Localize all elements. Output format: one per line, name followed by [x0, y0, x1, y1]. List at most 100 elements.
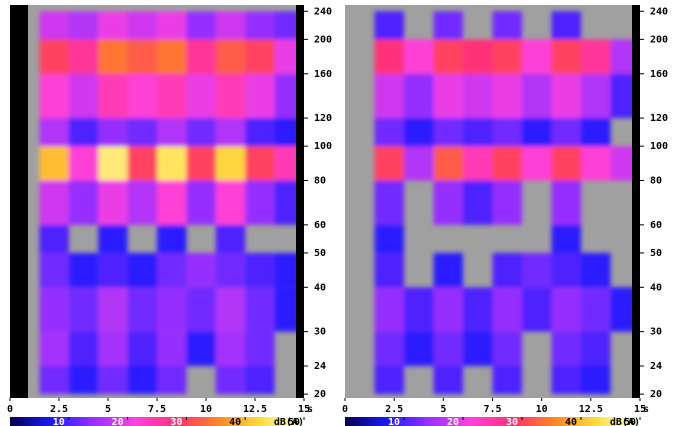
heatmap-cell	[127, 180, 157, 225]
y-tick-label: 80	[314, 176, 326, 187]
heatmap-cell	[215, 11, 246, 40]
heatmap-cell	[98, 331, 128, 367]
heatmap-cell	[492, 287, 522, 332]
heatmap-cell	[522, 118, 552, 147]
heatmap-cell	[127, 118, 157, 147]
heatmap-cell	[245, 118, 275, 147]
heatmap-cell	[374, 366, 404, 395]
heatmap-cell	[551, 39, 581, 74]
heatmap-cell	[215, 39, 246, 74]
y-tick-label: 60	[650, 220, 662, 231]
heatmap-cell	[39, 287, 69, 332]
heatmap-cell	[522, 73, 552, 119]
y-tick-label: 240	[314, 6, 332, 17]
heatmap-cell	[215, 331, 246, 367]
heatmap-cell	[215, 252, 246, 288]
heatmap-cell	[551, 287, 581, 332]
heatmap-cell	[433, 287, 463, 332]
heatmap-cell	[581, 73, 611, 119]
heatmap-cell	[68, 287, 99, 332]
heatmap-cell	[215, 180, 246, 225]
heatmap-cell	[39, 39, 69, 74]
heatmap-cell	[522, 252, 552, 288]
heatmap-cell	[215, 224, 246, 253]
heatmap-cell	[581, 146, 611, 181]
heatmap-cell	[68, 118, 99, 147]
heatmap-cell	[186, 11, 216, 40]
heatmap-cell	[127, 73, 157, 119]
y-tick-label: 120	[650, 113, 668, 124]
x-tick-label: 15	[298, 404, 310, 415]
heatmap-cell	[68, 146, 99, 181]
heatmap-cell	[374, 287, 404, 332]
heatmap-cell	[433, 118, 463, 147]
heatmap-cell	[98, 11, 128, 40]
heatmap-cell	[68, 73, 99, 119]
x-tick-label: 7.5	[148, 404, 166, 415]
heatmap-cell	[463, 287, 493, 332]
x-tick-label: 5	[440, 404, 446, 415]
colorbar-tick-label: 20	[112, 417, 124, 426]
colorbar-tick-label: 20	[447, 417, 459, 426]
heatmap-cell	[581, 118, 611, 147]
x-tick-label: 2.5	[50, 404, 68, 415]
heatmap-cell	[404, 146, 434, 181]
heatmap-cell	[127, 331, 157, 367]
colorbar	[10, 417, 304, 426]
heatmap-cell	[39, 118, 69, 147]
no-data-strip	[632, 5, 640, 398]
x-tick-label: 15	[634, 404, 646, 415]
heatmap-cell	[68, 331, 99, 367]
heatmap-cell	[581, 331, 611, 367]
heatmap-cell	[374, 224, 404, 253]
y-tick-label: 100	[650, 141, 668, 152]
heatmap-cell	[404, 118, 434, 147]
y-tick-label: 200	[314, 34, 332, 45]
heatmap-cell	[157, 331, 187, 367]
heatmap-cell	[463, 73, 493, 119]
heatmap-cell	[186, 331, 216, 367]
x-tick-label: 10	[536, 404, 548, 415]
heatmap-cell	[39, 366, 69, 395]
y-tick-label: 40	[650, 282, 662, 293]
heatmap-cell	[581, 366, 611, 395]
heatmap-cell	[433, 180, 463, 225]
heatmap-cell	[374, 146, 404, 181]
heatmap-cell	[98, 287, 128, 332]
heatmap-cell	[39, 252, 69, 288]
heatmap-cell	[127, 11, 157, 40]
heatmap-cell	[68, 252, 99, 288]
heatmap-cell	[551, 252, 581, 288]
x-axis-label: s	[307, 404, 313, 415]
x-tick-label: 7.5	[483, 404, 501, 415]
colorbar-tick-label: 30	[506, 417, 518, 426]
colorbar-tick-label: 50	[624, 417, 636, 426]
heatmap-cell	[245, 366, 275, 395]
x-tick-label: 5	[105, 404, 111, 415]
heatmap-cell	[374, 73, 404, 119]
heatmap-cell	[433, 252, 463, 288]
heatmap-cell	[157, 224, 187, 253]
heatmap-cell	[127, 39, 157, 74]
heatmap-cell	[492, 331, 522, 367]
x-tick-label: 12.5	[243, 404, 267, 415]
heatmap-cell	[39, 224, 69, 253]
heatmap-cell	[39, 146, 69, 181]
heatmap-cell	[98, 39, 128, 74]
y-tick-label: 160	[650, 69, 668, 80]
heatmap-cell	[551, 366, 581, 395]
heatmap-cell	[245, 180, 275, 225]
y-tick-label: 240	[650, 6, 668, 17]
heatmap-cell	[492, 366, 522, 395]
heatmap-cell	[492, 73, 522, 119]
heatmap-cell	[186, 73, 216, 119]
heatmap-cell	[492, 146, 522, 181]
heatmap-cell	[433, 73, 463, 119]
heatmap-cell	[433, 39, 463, 74]
y-tick-label: 100	[314, 141, 332, 152]
heatmap-cell	[492, 180, 522, 225]
heatmap-cell	[492, 39, 522, 74]
heatmap-cell	[98, 146, 128, 181]
heatmap-cell	[374, 331, 404, 367]
